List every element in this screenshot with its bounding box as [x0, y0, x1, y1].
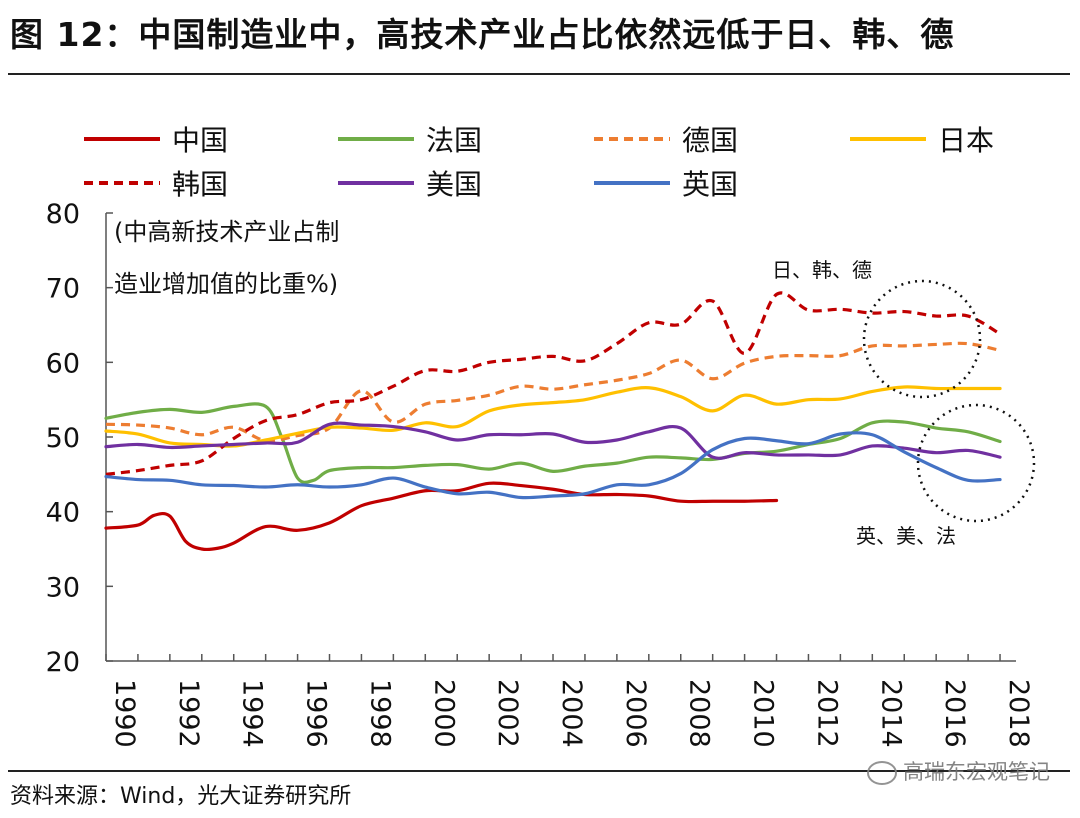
watermark-text: 高瑞东宏观笔记: [903, 760, 1050, 784]
x-tick-label: 1996: [301, 679, 332, 748]
y-tick-label: 80: [46, 199, 80, 230]
y-tick-label: 30: [46, 572, 80, 603]
watermark: 高瑞东宏观笔记: [867, 756, 1050, 786]
y-tick-label: 60: [46, 348, 80, 379]
x-tick-label: 1992: [173, 679, 204, 748]
annotation-lower: 英、美、法: [856, 524, 956, 548]
x-tick-label: 1990: [109, 679, 140, 748]
legend-label: 德国: [682, 124, 738, 157]
series-line-1: [104, 481, 779, 552]
y-tick-label: 20: [46, 647, 80, 678]
x-tick-label: 2010: [748, 679, 779, 748]
series-line-7: [104, 431, 1002, 500]
series-line-6: [104, 421, 1002, 460]
x-tick-label: 2014: [875, 679, 906, 748]
x-tick-label: 2008: [684, 679, 715, 748]
series-line-4: [104, 385, 1002, 448]
y-axis-annotation: 造业增加值的比重%): [114, 270, 338, 298]
x-tick-label: 2004: [556, 679, 587, 748]
legend-label: 英国: [682, 168, 738, 201]
source-note: 资料来源：Wind，光大证券研究所: [10, 784, 352, 809]
footer-divider: [8, 770, 1070, 772]
legend-label: 韩国: [172, 168, 228, 201]
wechat-icon: [867, 761, 897, 785]
y-axis-annotation: (中高新技术产业占制: [114, 218, 339, 246]
legend-label: 日本: [938, 124, 994, 157]
x-tick-label: 1998: [364, 679, 395, 748]
title-divider: [8, 73, 1070, 75]
series-line-3: [105, 341, 1001, 443]
legend-label: 法国: [426, 124, 482, 157]
x-tick-label: 2018: [1003, 679, 1034, 748]
x-tick-label: 1994: [237, 679, 268, 748]
legend-label: 中国: [172, 124, 228, 157]
series-line-2: [104, 402, 1002, 484]
x-tick-label: 2000: [428, 679, 459, 748]
x-tick-label: 2012: [811, 679, 842, 748]
y-tick-label: 40: [46, 498, 80, 529]
x-tick-label: 2002: [492, 679, 523, 748]
series-line-5: [105, 291, 1001, 476]
highlight-circle-lower: [916, 403, 1036, 523]
highlight-circle-upper: [862, 279, 982, 399]
x-tick-label: 2016: [939, 679, 970, 748]
annotation-upper: 日、韩、德: [772, 258, 872, 282]
x-tick-label: 2006: [620, 679, 651, 748]
y-tick-label: 70: [46, 274, 80, 305]
y-tick-label: 50: [46, 423, 80, 454]
legend-label: 美国: [426, 168, 482, 201]
figure-title: 图 12：中国制造业中，高技术产业占比依然远低于日、韩、德: [10, 15, 955, 54]
